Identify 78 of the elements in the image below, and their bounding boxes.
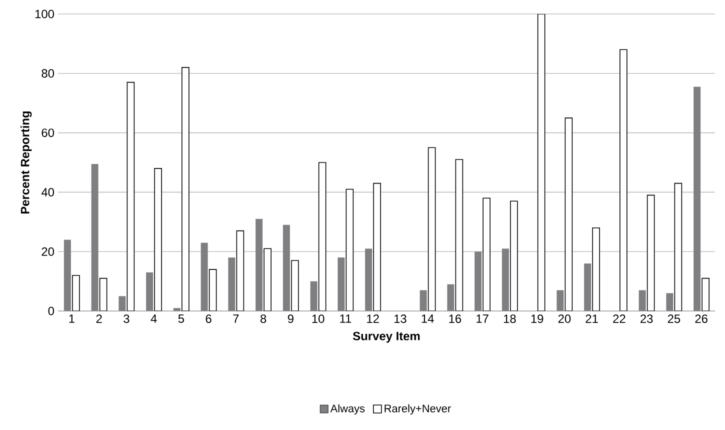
bar (118, 296, 126, 311)
bar (556, 290, 564, 311)
bar (674, 182, 682, 311)
bar (338, 258, 345, 311)
bar (564, 118, 573, 311)
x-tick-label: 8 (260, 314, 266, 323)
y-tick-label: 0 (48, 306, 54, 316)
x-axis-title: Survey Item (352, 332, 420, 343)
x-tick-label: 22 (613, 314, 626, 323)
x-tick-label: 9 (288, 314, 294, 323)
x-tick-label: 17 (476, 314, 488, 323)
bar (592, 227, 600, 311)
bar (537, 14, 546, 311)
x-tick-label: 16 (449, 314, 462, 323)
bar (256, 218, 263, 311)
bar (666, 293, 674, 311)
bar (373, 182, 381, 311)
bar (694, 86, 701, 311)
x-tick-label: 18 (504, 314, 516, 323)
y-axis-title: Percent Reporting (20, 112, 32, 214)
x-tick-label: 5 (178, 314, 184, 323)
bar (64, 240, 71, 311)
bar (291, 260, 299, 311)
x-tick-label: 4 (150, 314, 157, 323)
x-tick-label: 6 (206, 314, 212, 323)
x-tick-label: 1 (69, 314, 74, 323)
bar (620, 49, 628, 311)
bar (228, 258, 236, 311)
y-tick-label: 60 (42, 128, 54, 138)
bar (154, 168, 162, 311)
bar (502, 248, 509, 311)
bar (474, 252, 482, 311)
x-tick-label: 10 (312, 314, 324, 323)
bar (702, 278, 710, 311)
bar (91, 164, 98, 311)
x-tick-label: 11 (340, 314, 352, 323)
bar (365, 248, 372, 311)
x-tick-label: 12 (367, 314, 379, 323)
bar (72, 274, 80, 311)
y-tick-label: 20 (42, 247, 54, 256)
bar (200, 242, 208, 311)
bar (455, 159, 464, 311)
bar (482, 198, 490, 311)
x-tick-label: 19 (531, 314, 544, 323)
x-tick-label: 25 (668, 314, 680, 323)
x-tick-label: 20 (558, 314, 571, 323)
bar (173, 308, 180, 311)
y-tick-label: 40 (41, 188, 54, 196)
bar (428, 147, 436, 311)
bar (236, 230, 244, 311)
bar (264, 248, 272, 311)
legend-label: Rarely+Never (384, 404, 451, 414)
legend-label: Always (330, 404, 365, 414)
y-tick-label: 100 (35, 10, 54, 18)
bar (208, 269, 217, 311)
x-tick-label: 13 (394, 314, 406, 323)
x-tick-label: 14 (422, 314, 434, 323)
bar (318, 162, 326, 311)
bar (638, 290, 646, 311)
x-tick-label: 2 (96, 314, 102, 323)
x-tick-label: 3 (124, 314, 130, 323)
x-tick-label: 26 (695, 314, 708, 323)
bar (282, 224, 290, 311)
bar (346, 188, 354, 311)
bar (420, 290, 427, 311)
bar (146, 272, 154, 311)
bar (182, 67, 190, 311)
x-tick-label: 23 (640, 314, 653, 323)
bar (310, 281, 318, 311)
bar (126, 82, 135, 311)
bar (584, 263, 592, 311)
x-tick-label: 7 (233, 314, 239, 323)
bar (646, 194, 655, 311)
bar (447, 284, 454, 311)
x-tick-label: 21 (586, 314, 598, 323)
y-tick-label: 80 (42, 69, 54, 78)
bar (99, 278, 108, 311)
bar (510, 200, 518, 311)
